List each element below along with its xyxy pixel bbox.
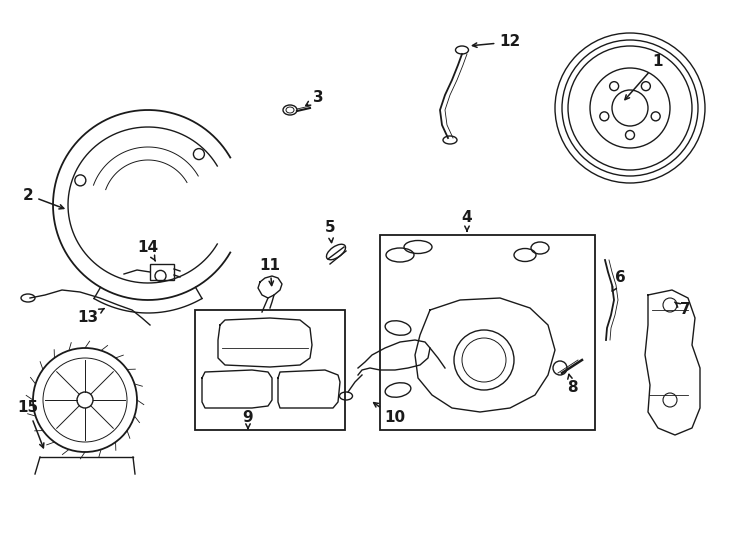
Text: 14: 14 [137,240,159,261]
Text: 3: 3 [306,91,323,106]
Text: 12: 12 [473,35,520,50]
Text: 15: 15 [18,401,44,448]
Text: 7: 7 [675,302,690,318]
Bar [195,310,345,430]
Text: 1: 1 [625,55,664,99]
Text: 9: 9 [243,410,253,429]
Text: 6: 6 [612,271,625,291]
Text: 5: 5 [324,220,335,242]
Text: 11: 11 [260,258,280,286]
Text: 8: 8 [567,374,578,395]
Text: 10: 10 [374,403,406,426]
Bar [380,235,595,430]
Text: 4: 4 [462,211,472,231]
Text: 13: 13 [78,308,104,326]
Text: 2: 2 [23,187,64,209]
Bar [150,264,174,280]
